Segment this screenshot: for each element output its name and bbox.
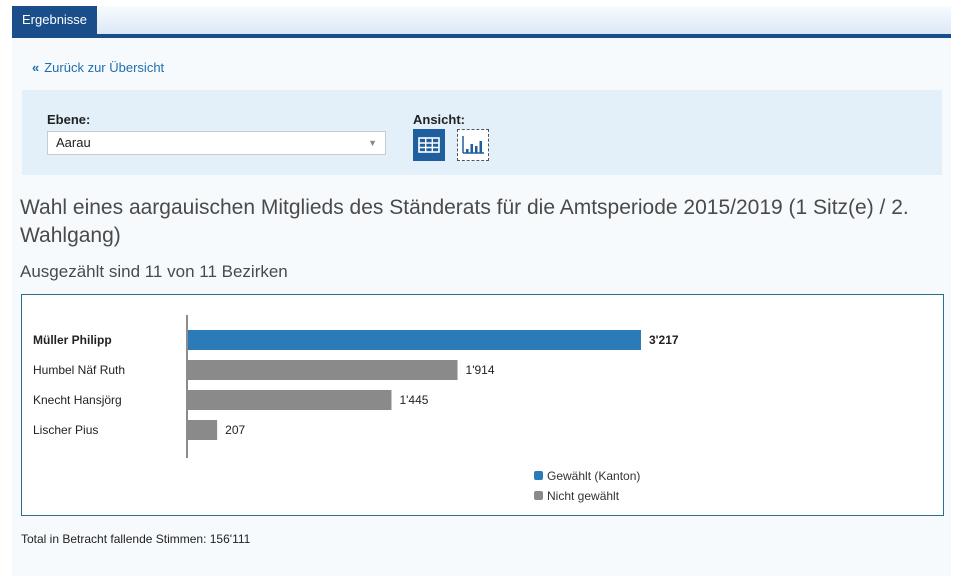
bar xyxy=(188,360,458,380)
category-label: Knecht Hansjörg xyxy=(33,393,122,407)
level-label: Ebene: xyxy=(47,112,91,127)
category-label: Lischer Pius xyxy=(33,423,98,437)
bar xyxy=(188,390,392,410)
dropdown-arrow-icon: ▼ xyxy=(368,138,377,148)
category-label: Humbel Näf Ruth xyxy=(33,363,125,377)
level-select-value: Aarau xyxy=(56,135,91,150)
bar xyxy=(188,420,218,440)
value-label: 1'445 xyxy=(399,393,428,407)
table-icon xyxy=(418,137,440,153)
category-label: Müller Philipp xyxy=(33,333,112,347)
page-title: Wahl eines aargauischen Mitglieds des St… xyxy=(20,196,909,247)
chart-view-button[interactable] xyxy=(457,129,489,161)
legend-label: Nicht gewählt xyxy=(547,489,620,503)
total-votes: Total in Betracht fallende Stimmen: 156'… xyxy=(21,532,251,546)
legend-swatch xyxy=(534,491,543,500)
legend-label: Gewählt (Kanton) xyxy=(547,469,640,483)
table-view-button[interactable] xyxy=(413,129,445,161)
double-chevron-left-icon: « xyxy=(32,60,39,75)
back-link-label: Zurück zur Übersicht xyxy=(44,60,165,75)
results-panel: Ergebnisse « Zurück zur Übersicht Ebene:… xyxy=(12,6,951,576)
bar-chart-icon xyxy=(462,136,484,154)
value-label: 207 xyxy=(225,423,245,437)
level-select[interactable]: Aarau ▼ xyxy=(47,131,386,155)
view-label: Ansicht: xyxy=(413,112,465,127)
results-chart: Müller Philipp 3'217 Humbel Näf Ruth 1'914 K… xyxy=(21,294,944,516)
bar-chart: Müller Philipp 3'217 Humbel Näf Ruth 1'914 K… xyxy=(33,315,679,503)
filter-bar: Ebene: Aarau ▼ Ansicht: xyxy=(22,90,942,175)
tab-ergebnisse[interactable]: Ergebnisse xyxy=(12,6,98,38)
legend-swatch xyxy=(534,471,543,480)
value-label: 1'914 xyxy=(466,363,495,377)
tab-bar: Ergebnisse xyxy=(12,6,951,38)
back-link[interactable]: « Zurück zur Übersicht xyxy=(32,60,164,75)
bar xyxy=(188,330,641,350)
value-label: 3'217 xyxy=(649,333,679,347)
count-status: Ausgezählt sind 11 von 11 Bezirken xyxy=(20,262,288,281)
